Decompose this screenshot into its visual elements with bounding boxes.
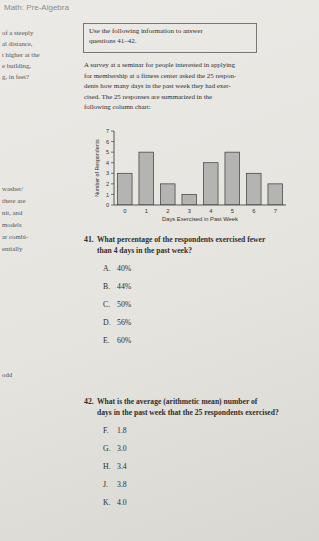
y-tick bbox=[111, 152, 114, 153]
question-number: 42. bbox=[84, 398, 94, 406]
option-text: 4.0 bbox=[117, 499, 127, 507]
x-tick-label: 0 bbox=[123, 208, 126, 214]
bar bbox=[160, 184, 175, 205]
option-letter: G. bbox=[103, 445, 111, 453]
x-tick-label: 7 bbox=[274, 208, 277, 214]
x-tick-label: 6 bbox=[252, 208, 255, 214]
y-tick-label: 2 bbox=[106, 181, 109, 187]
bar bbox=[246, 173, 261, 205]
y-tick bbox=[111, 194, 114, 195]
option-letter: C. bbox=[103, 301, 110, 309]
left-fragment: e building, bbox=[2, 63, 31, 70]
left-fragment: models bbox=[2, 222, 22, 229]
y-tick-label: 4 bbox=[106, 160, 109, 166]
question-text: than 4 days in the past week? bbox=[97, 247, 192, 255]
option-text: 60% bbox=[117, 337, 131, 345]
option-text: 56% bbox=[117, 319, 131, 327]
option-letter: J. bbox=[103, 481, 108, 489]
y-tick-label: 3 bbox=[106, 170, 109, 176]
y-tick-label: 5 bbox=[106, 149, 109, 155]
option-letter: B. bbox=[103, 283, 110, 291]
bars bbox=[117, 152, 282, 205]
header: Math: Pre-Algebra bbox=[4, 4, 69, 12]
y-tick bbox=[111, 173, 114, 174]
left-fragment: nit, and bbox=[2, 210, 22, 217]
y-tick-label: 7 bbox=[106, 128, 109, 134]
option-text: 3.4 bbox=[117, 463, 127, 471]
option-text: 3.8 bbox=[117, 481, 127, 489]
y-tick bbox=[111, 162, 114, 163]
x-axis-title: Days Exercised in Past Week bbox=[162, 216, 238, 222]
left-fragment: ar combi- bbox=[2, 234, 28, 241]
option-text: 44% bbox=[117, 283, 131, 291]
chart: 0 1 2 3 4 5 6 7 0 1 2 3 4 5 6 7 Days Exercised in Past W… bbox=[0, 0, 319, 541]
option-letter: K. bbox=[103, 499, 111, 507]
left-fragment: there are bbox=[2, 198, 26, 205]
intro-paragraph: for membership at a fitness center asked… bbox=[84, 73, 236, 80]
y-tick bbox=[111, 205, 114, 206]
intro-paragraph: cised. The 25 responses are summarized i… bbox=[84, 94, 212, 101]
y-tick bbox=[111, 131, 114, 132]
left-fragment: al distance, bbox=[2, 41, 33, 48]
x-tick-label: 4 bbox=[209, 208, 213, 214]
option-text: 40% bbox=[117, 265, 131, 273]
option-letter: A. bbox=[103, 265, 111, 273]
x-axis bbox=[114, 205, 286, 206]
option-letter: E. bbox=[103, 337, 110, 345]
bar bbox=[268, 184, 283, 205]
left-fragment: washer/ bbox=[2, 186, 23, 193]
y-axis bbox=[114, 131, 115, 205]
intro-box-text: questions 41–42. bbox=[89, 38, 136, 45]
question-text: days in the past week that the 25 respon… bbox=[97, 409, 279, 417]
x-tick-label: 5 bbox=[231, 208, 234, 214]
intro-box-text: Use the following information to answer bbox=[89, 28, 203, 35]
y-tick-label: 1 bbox=[106, 192, 109, 198]
x-tick-label: 3 bbox=[188, 208, 191, 214]
option-text: 1.8 bbox=[117, 427, 127, 435]
y-tick bbox=[111, 183, 114, 184]
option-letter: D. bbox=[103, 319, 111, 327]
y-tick bbox=[111, 141, 114, 142]
intro-paragraph: A survey at a seminar for people interes… bbox=[84, 62, 235, 69]
bar bbox=[225, 152, 240, 205]
question-text: What percentage of the respondents exerc… bbox=[97, 236, 265, 244]
left-fragment: of a steeply bbox=[2, 30, 33, 37]
question-number: 41. bbox=[84, 236, 94, 244]
option-letter: H. bbox=[103, 463, 111, 471]
x-tick-label: 2 bbox=[166, 208, 169, 214]
option-text: 50% bbox=[117, 301, 131, 309]
bar bbox=[203, 163, 218, 205]
option-text: 3.0 bbox=[117, 445, 127, 453]
option-letter: F. bbox=[103, 427, 109, 435]
page: Math: Pre-Algebra of a steeply al distance… bbox=[0, 0, 319, 541]
bar bbox=[139, 152, 154, 205]
left-fragment: g, in feet? bbox=[2, 74, 29, 81]
left-fragment: odd bbox=[2, 372, 12, 379]
intro-paragraph: following column chart: bbox=[84, 104, 151, 111]
x-tick-label: 1 bbox=[145, 208, 148, 214]
intro-paragraph: dents how many days in the past week the… bbox=[84, 83, 231, 90]
bar bbox=[182, 194, 197, 205]
left-fragment: entially bbox=[2, 246, 22, 253]
left-fragment: t higher at the bbox=[2, 52, 40, 59]
question-text: What is the average (arithmetic mean) nu… bbox=[97, 398, 257, 406]
y-axis-title: Number of Respondents bbox=[94, 139, 100, 197]
y-tick-label: 6 bbox=[106, 139, 109, 145]
y-tick-label: 0 bbox=[106, 202, 109, 208]
bar bbox=[117, 173, 132, 205]
